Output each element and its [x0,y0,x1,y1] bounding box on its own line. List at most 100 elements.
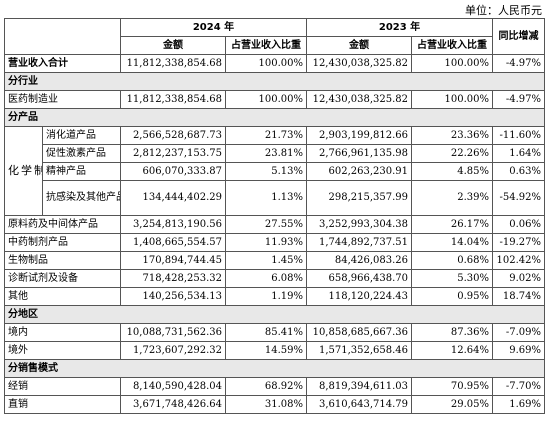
pct-2023: 0.68% [411,251,494,270]
amt-2023: 84,426,083.26 [306,251,413,270]
pct-2023: 23.36% [411,126,494,145]
amt-2023: 3,252,993,304.38 [306,215,413,234]
pct-2024: 5.13% [224,162,308,181]
amt-2024: 11,812,338,854.68 [120,90,226,109]
row-label: 境内 [4,323,121,342]
pct-2023: 14.04% [411,233,494,252]
total-row: 营业收入合计 11,812,338,854.68 100.00% 12,430,… [4,54,546,73]
section-header-product: 分产品 [3,108,546,127]
pct-2024: 100.00% [224,90,308,109]
total-pct-2023: 100.00% [411,54,494,73]
pct-2024: 68.92% [224,377,308,396]
amt-2024: 606,070,333.87 [120,162,226,181]
amt-2024: 3,254,813,190.56 [120,215,226,234]
pct-2024: 21.73% [224,126,308,145]
table-row: 其他 140,256,534.13 1.19% 118,120,224.43 0… [4,287,546,306]
table-row: 原料药及中间体产品 3,254,813,190.56 27.55% 3,252,… [4,215,546,234]
header-row-years: 2024 年 2023 年 同比增减 [4,18,546,55]
row-label: 经销 [4,377,121,396]
pct-2023: 70.95% [411,377,494,396]
total-yoy: -4.97% [492,54,546,73]
amt-2024: 8,140,590,428.04 [120,377,226,396]
total-amt-2023: 12,430,038,325.82 [306,54,413,73]
table-row: 中药制剂产品 1,408,665,554.57 11.93% 1,744,892… [4,233,546,252]
amt-2023: 2,903,199,812.66 [306,126,413,145]
header-amount-2024: 金额 [120,36,226,55]
amt-2023: 1,744,892,737.51 [306,233,413,252]
yoy: 102.42% [492,251,546,270]
amt-2023: 10,858,685,667.36 [306,323,413,342]
amt-2023: 658,966,438.70 [306,269,413,288]
yoy: 1.69% [492,395,546,414]
amt-2024: 134,444,402.29 [120,180,226,216]
pct-2024: 14.59% [224,341,308,360]
section-title-sales-model: 分销售模式 [3,359,546,378]
header-2023: 2023 年 [306,18,494,37]
table-row: 直销 3,671,748,426.64 31.08% 3,610,643,714… [4,395,546,414]
amt-2023: 1,571,352,658.46 [306,341,413,360]
row-label: 原料药及中间体产品 [4,215,121,234]
yoy: -4.97% [492,90,546,109]
pct-2023: 26.17% [411,215,494,234]
section-header-industry: 分行业 [3,72,546,91]
table-row: 抗感染及其他产品 134,444,402.29 1.13% 298,215,35… [5,180,546,216]
yoy: -11.60% [492,126,546,145]
unit-label: 单位：人民币元 [465,4,542,17]
amt-2023: 8,819,394,611.03 [306,377,413,396]
row-label: 诊断试剂及设备 [4,269,121,288]
header-amount-2023: 金额 [306,36,413,55]
table-row: 化学制剂产品 消化道产品 2,566,528,687.73 21.73% 2,9… [4,126,546,216]
row-label: 其他 [4,287,121,306]
amt-2023: 2,766,961,135.98 [306,144,413,163]
revenue-breakdown-table: 2024 年 2023 年 同比增减 金额 占营业收入比重 金额 占营业收入比重… [3,18,546,414]
header-2024: 2024 年 [119,18,308,37]
row-label: 境外 [4,341,121,360]
amt-2024: 140,256,534.13 [120,287,226,306]
row-label: 消化道产品 [42,126,121,145]
pct-2023: 12.64% [411,341,494,360]
section-title-region: 分地区 [3,305,546,324]
total-amt-2024: 11,812,338,854.68 [120,54,226,73]
pct-2024: 11.93% [224,233,308,252]
table-row: 精神产品 606,070,333.87 5.13% 602,263,230.91… [5,162,546,181]
section-header-region: 分地区 [3,305,546,324]
table-row: 医药制造业 11,812,338,854.68 100.00% 12,430,0… [4,90,546,109]
pct-2023: 87.36% [411,323,494,342]
yoy: -7.09% [492,323,546,342]
table-row: 诊断试剂及设备 718,428,253.32 6.08% 658,966,438… [4,269,546,288]
table-row: 经销 8,140,590,428.04 68.92% 8,819,394,611… [4,377,546,396]
yoy: -54.92% [492,180,546,216]
pct-2024: 1.45% [224,251,308,270]
pct-2023: 5.30% [411,269,494,288]
yoy: 9.02% [492,269,546,288]
row-label: 精神产品 [42,162,121,181]
pct-2024: 27.55% [224,215,308,234]
pct-2024: 31.08% [224,395,308,414]
amt-2023: 3,610,643,714.79 [306,395,413,414]
amt-2023: 12,430,038,325.82 [306,90,413,109]
amt-2024: 3,671,748,426.64 [120,395,226,414]
amt-2024: 2,566,528,687.73 [120,126,226,145]
amt-2024: 718,428,253.32 [120,269,226,288]
yoy: -19.27% [492,233,546,252]
row-label: 中药制剂产品 [4,233,121,252]
table-row: 境内 10,088,731,562.36 85.41% 10,858,685,6… [4,323,546,342]
total-label: 营业收入合计 [4,54,121,73]
row-label: 医药制造业 [4,90,121,109]
amt-2024: 1,408,665,554.57 [120,233,226,252]
pct-2023: 22.26% [411,144,494,163]
pct-2024: 1.13% [224,180,308,216]
row-label: 促性激素产品 [42,144,121,163]
yoy: -7.70% [492,377,546,396]
amt-2023: 298,215,357.99 [306,180,413,216]
section-header-sales-model: 分销售模式 [3,359,546,378]
section-title-product: 分产品 [3,108,546,127]
pct-2024: 85.41% [224,323,308,342]
header-blank [4,18,121,55]
row-label: 抗感染及其他产品 [42,180,121,216]
yoy: 0.06% [492,215,546,234]
yoy: 0.63% [492,162,546,181]
table-row: 境外 1,723,607,292.32 14.59% 1,571,352,658… [4,341,546,360]
pct-2024: 6.08% [224,269,308,288]
amt-2023: 118,120,224.43 [306,287,413,306]
